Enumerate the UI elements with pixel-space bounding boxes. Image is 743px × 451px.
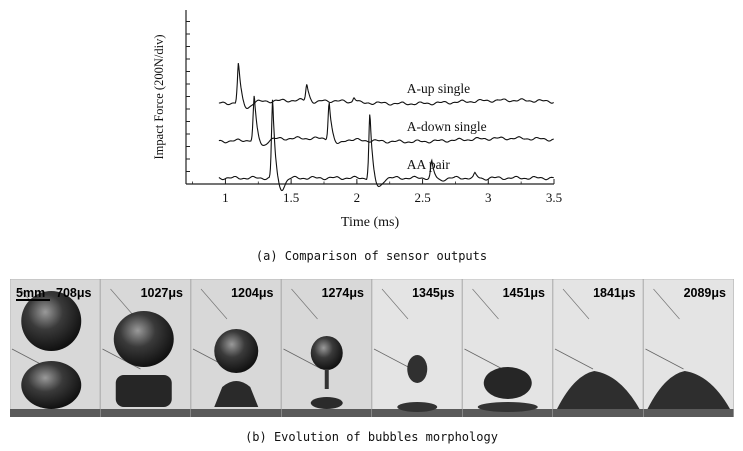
- bubble-frame: 1345μs: [371, 279, 463, 417]
- frame-time-label: 2089μs: [684, 286, 726, 300]
- impact-force-chart: 1 1.5 2 2.5 3 3.5 Time (ms) Impact Force (200N/…: [152, 10, 562, 230]
- bubble-frame: 1451μs: [462, 279, 553, 417]
- series-line: [218, 99, 554, 192]
- x-tick-label: 2: [354, 190, 361, 205]
- wire-line: [464, 348, 503, 370]
- bubble-frame: 1274μs: [281, 279, 372, 417]
- series-label: A-down single: [407, 119, 487, 134]
- chart-series-layer: [218, 63, 554, 192]
- residual-bubble: [397, 402, 438, 412]
- lower-bubble: [21, 361, 82, 409]
- frame-floor: [191, 409, 281, 417]
- bubble-frame: 1027μs: [100, 279, 191, 417]
- frame-time-label: 1274μs: [322, 286, 364, 300]
- frame-floor: [462, 409, 553, 417]
- collapse-jet: [407, 355, 428, 383]
- x-tick-label: 2.5: [414, 190, 430, 205]
- frame-floor: [281, 409, 372, 417]
- wire-line: [381, 288, 409, 320]
- wire-line: [291, 288, 318, 320]
- bubble-cloud: [483, 367, 532, 399]
- chart-labels-layer: 1 1.5 2 2.5 3 3.5 Time (ms) Impact Force (200N/…: [152, 35, 562, 230]
- frame-time-label: 1451μs: [503, 286, 545, 300]
- bubble-frame: 5mm 708μs: [10, 279, 101, 417]
- frame-time-label: 1841μs: [593, 286, 635, 300]
- bubble-frame: 1841μs: [552, 279, 644, 417]
- wire-line: [102, 348, 141, 370]
- frame-time-label: 1345μs: [412, 286, 454, 300]
- bubble-cloud: [557, 371, 640, 409]
- frame-time-label: 1204μs: [231, 286, 273, 300]
- scale-label: 5mm: [16, 286, 45, 300]
- frame-floor: [553, 409, 643, 417]
- wire-line: [283, 348, 322, 370]
- lower-bubble: [115, 375, 172, 407]
- series-line: [218, 63, 554, 109]
- frame-background: [371, 279, 463, 417]
- upper-bubble: [310, 336, 343, 370]
- x-tick-label: 1.5: [283, 190, 299, 205]
- series-label: AA pair: [407, 157, 451, 172]
- x-tick-label: 3: [485, 190, 492, 205]
- x-tick-label: 1: [222, 190, 229, 205]
- wire-line: [200, 288, 228, 320]
- bubble-frame: 1204μs: [190, 279, 282, 417]
- wire-line: [562, 288, 590, 320]
- frame-time-label: 1027μs: [141, 286, 183, 300]
- series-label: A-up single: [407, 81, 470, 96]
- x-tick-label: 3.5: [546, 190, 562, 205]
- lower-bubble: [310, 397, 343, 409]
- upper-bubble: [21, 291, 82, 351]
- chart-axes: [185, 10, 555, 185]
- upper-bubble: [214, 329, 259, 373]
- lower-bubble: [214, 381, 259, 407]
- frame-floor: [372, 409, 462, 417]
- wire-line: [373, 348, 413, 370]
- frame-floor: [643, 409, 734, 417]
- upper-bubble: [113, 311, 174, 367]
- residual-bubble: [477, 402, 538, 412]
- bubble-cloud: [647, 371, 730, 409]
- y-axis-label: Impact Force (200N/div): [152, 35, 166, 160]
- wire-line: [472, 288, 499, 320]
- wire-line: [645, 348, 684, 370]
- frame-time-label: 708μs: [56, 286, 92, 300]
- caption-b: (b) Evolution of bubbles morphology: [245, 430, 498, 444]
- wire-line: [554, 348, 594, 370]
- bubble-frame: 2089μs: [643, 279, 734, 417]
- bubble-frames-strip: 5mm 708μs 1027μs 1204μs 1274μs 1345μs 1451μs 18…: [10, 279, 734, 417]
- wire-line: [653, 288, 680, 320]
- caption-a: (a) Comparison of sensor outputs: [255, 249, 488, 263]
- frame-floor: [10, 409, 100, 417]
- x-axis-label: Time (ms): [341, 215, 400, 230]
- bubble-neck: [324, 369, 329, 389]
- frame-floor: [100, 409, 191, 417]
